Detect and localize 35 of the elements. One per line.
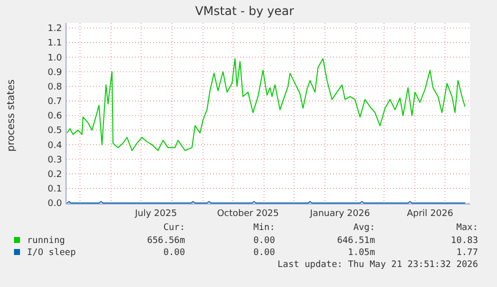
- y-tick-label: 0.0: [48, 199, 62, 210]
- text: Max:: [456, 223, 478, 233]
- text: Avg:: [353, 223, 375, 233]
- x-tick-label: July 2025: [134, 209, 177, 219]
- y-tick-label: 1.2: [48, 24, 62, 34]
- y-tick-label: 0.3: [48, 155, 62, 166]
- y-tick-label: 0.4: [48, 140, 62, 151]
- text: Min:: [253, 223, 275, 233]
- legend-label: I/O sleep: [27, 248, 76, 258]
- y-tick-label: 0.7: [48, 97, 62, 108]
- text: 1.05m: [348, 248, 375, 258]
- text: 0.00: [253, 248, 275, 258]
- y-tick-label: 0.8: [48, 82, 62, 92]
- y-tick-label: 0.1: [48, 184, 62, 195]
- legend-label: running: [27, 236, 65, 246]
- text: Last update: Thu May 21 23:51:32 2026: [278, 260, 478, 270]
- y-tick-label: 0.2: [48, 170, 62, 180]
- text: 646.51m: [337, 236, 375, 246]
- x-tick-label: April 2026: [406, 209, 454, 219]
- x-tick-label: January 2026: [309, 209, 370, 219]
- text: 0.00: [163, 248, 185, 258]
- y-tick-label: 1.1: [48, 38, 62, 49]
- text: 0.00: [253, 236, 275, 246]
- text: 656.56m: [147, 236, 185, 246]
- y-tick-label: 0.9: [48, 68, 62, 78]
- text: 10.83: [450, 236, 478, 246]
- y-tick-label: 0.5: [48, 126, 62, 136]
- y-tick-label: 1.0: [48, 53, 62, 64]
- x-tick-label: October 2025: [217, 209, 279, 219]
- text: 1.77: [456, 248, 478, 258]
- text: Cur:: [163, 223, 185, 233]
- y-axis-title: process states: [6, 79, 17, 152]
- chart-title: VMstat - by year: [195, 4, 294, 18]
- y-tick-label: 0.6: [48, 112, 62, 122]
- line-series: [66, 58, 466, 151]
